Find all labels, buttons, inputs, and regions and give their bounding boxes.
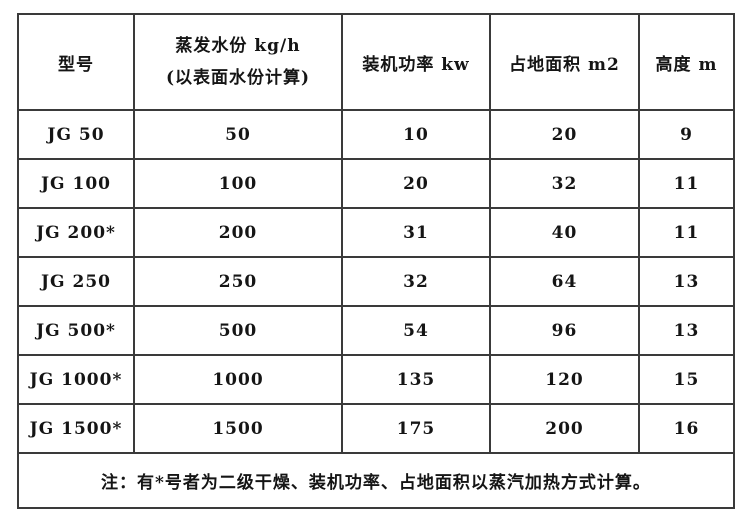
cell-area: 40 bbox=[489, 207, 640, 258]
product-spec-table: 型号 蒸发水份 kg/h (以表面水份计算) 装机功率 kw 占地面积 m2 高… bbox=[17, 13, 735, 509]
header-cell-height: 高度 m bbox=[638, 13, 735, 111]
cell-power: 175 bbox=[341, 403, 491, 454]
cell-power: 31 bbox=[341, 207, 491, 258]
table-row: JG 1500* 1500 175 200 16 bbox=[17, 403, 735, 454]
cell-model: JG 1500* bbox=[17, 403, 135, 454]
table-row: JG 200* 200 31 40 11 bbox=[17, 207, 735, 258]
header-cell-power: 装机功率 kw bbox=[341, 13, 491, 111]
cell-power: 32 bbox=[341, 256, 491, 307]
cell-area: 64 bbox=[489, 256, 640, 307]
cell-height: 13 bbox=[638, 305, 735, 356]
cell-model: JG 50 bbox=[17, 109, 135, 160]
table-row: JG 50 50 10 20 9 bbox=[17, 109, 735, 160]
cell-model: JG 1000* bbox=[17, 354, 135, 405]
cell-area: 96 bbox=[489, 305, 640, 356]
table-header-row: 型号 蒸发水份 kg/h (以表面水份计算) 装机功率 kw 占地面积 m2 高… bbox=[17, 13, 735, 111]
cell-height: 16 bbox=[638, 403, 735, 454]
cell-evaporation: 1000 bbox=[133, 354, 343, 405]
cell-evaporation: 500 bbox=[133, 305, 343, 356]
cell-evaporation: 50 bbox=[133, 109, 343, 160]
header-cell-evaporation: 蒸发水份 kg/h (以表面水份计算) bbox=[133, 13, 343, 111]
cell-evaporation: 1500 bbox=[133, 403, 343, 454]
cell-area: 32 bbox=[489, 158, 640, 209]
cell-power: 10 bbox=[341, 109, 491, 160]
cell-area: 120 bbox=[489, 354, 640, 405]
header-cell-model: 型号 bbox=[17, 13, 135, 111]
table-row: JG 500* 500 54 96 13 bbox=[17, 305, 735, 356]
cell-area: 20 bbox=[489, 109, 640, 160]
cell-area: 200 bbox=[489, 403, 640, 454]
cell-height: 11 bbox=[638, 158, 735, 209]
footnote-text: 注：有*号者为二级干燥、装机功率、占地面积以蒸汽加热方式计算。 bbox=[17, 452, 735, 509]
cell-evaporation: 200 bbox=[133, 207, 343, 258]
cell-height: 13 bbox=[638, 256, 735, 307]
table-row: JG 1000* 1000 135 120 15 bbox=[17, 354, 735, 405]
table-row: JG 250 250 32 64 13 bbox=[17, 256, 735, 307]
header-cell-area: 占地面积 m2 bbox=[489, 13, 640, 111]
header-evaporation-line2: (以表面水份计算) bbox=[165, 68, 311, 88]
header-evaporation-line1: 蒸发水份 kg/h bbox=[175, 35, 301, 56]
table-note-row: 注：有*号者为二级干燥、装机功率、占地面积以蒸汽加热方式计算。 bbox=[17, 452, 735, 509]
cell-height: 9 bbox=[638, 109, 735, 160]
cell-model: JG 100 bbox=[17, 158, 135, 209]
cell-power: 20 bbox=[341, 158, 491, 209]
cell-model: JG 250 bbox=[17, 256, 135, 307]
cell-model: JG 200* bbox=[17, 207, 135, 258]
cell-power: 135 bbox=[341, 354, 491, 405]
cell-height: 11 bbox=[638, 207, 735, 258]
cell-evaporation: 250 bbox=[133, 256, 343, 307]
cell-evaporation: 100 bbox=[133, 158, 343, 209]
cell-power: 54 bbox=[341, 305, 491, 356]
table-row: JG 100 100 20 32 11 bbox=[17, 158, 735, 209]
cell-model: JG 500* bbox=[17, 305, 135, 356]
cell-height: 15 bbox=[638, 354, 735, 405]
